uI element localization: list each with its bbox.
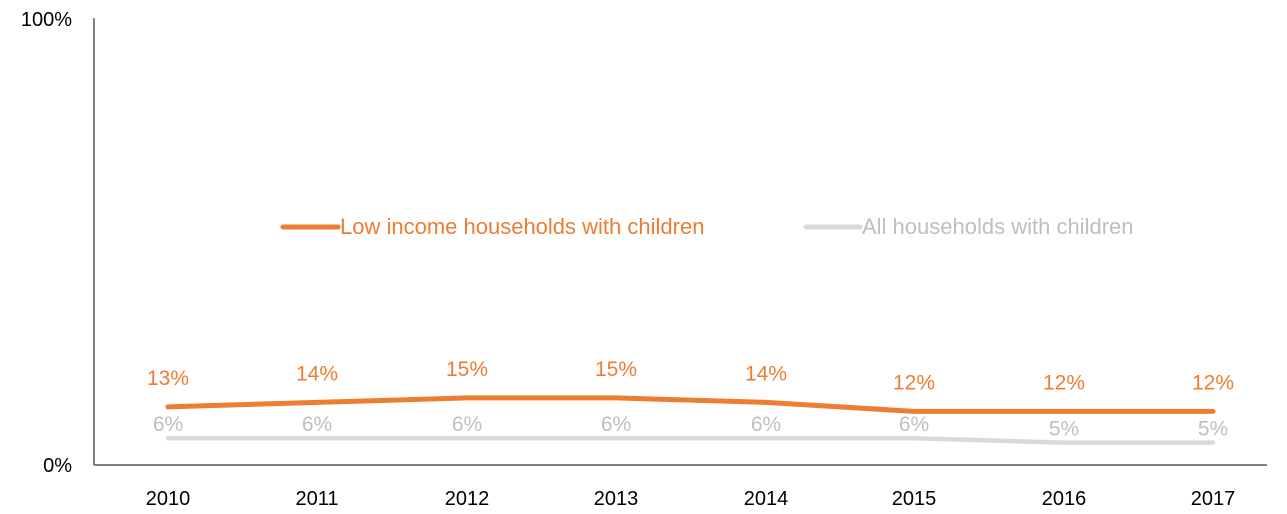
x-tick-label-2011: 2011 [295,488,338,510]
series-1-data-label-2017: 5% [1198,418,1228,441]
legend-label-low-income: Low income households with children [340,214,704,239]
series-0-data-label-2013: 15% [595,358,637,381]
series-1-data-label-2012: 6% [452,413,482,436]
data-labels: 13% 14% 15% 15% 14% 12% 12% 12% 6% 6% 6% 6% 6% 6% 5% 5% [147,358,1234,441]
x-tick-labels: 2010 2011 2012 2013 2014 2015 2016 2017 [146,488,1236,510]
y-axis: 100% 0% [21,9,95,477]
series-line-1 [165,435,1216,445]
series-0-data-label-2015: 12% [893,371,935,394]
legend-label-all-households: All households with children [862,214,1134,239]
legend: Low income households with children All … [280,214,1134,239]
series-lines [165,395,1216,445]
series-1-data-label-2015: 6% [899,413,929,436]
series-1-data-label-2010: 6% [153,413,183,436]
series-0-data-label-2014: 14% [745,362,787,385]
x-tick-label-2012: 2012 [445,488,490,510]
series-1-data-label-2011: 6% [302,413,332,436]
series-0-data-label-2017: 12% [1192,371,1234,394]
x-tick-label-2010: 2010 [146,488,191,510]
series-1-data-label-2014: 6% [751,413,781,436]
series-0-data-label-2016: 12% [1043,371,1085,394]
x-tick-label-2017: 2017 [1191,488,1236,510]
y-tick-label-max: 100% [21,9,72,31]
y-tick-label-min: 0% [43,455,72,477]
x-tick-label-2016: 2016 [1042,488,1087,510]
x-tick-label-2015: 2015 [892,488,937,510]
series-0-data-label-2011: 14% [296,362,338,385]
series-1-data-label-2013: 6% [601,413,631,436]
x-axis: 2010 2011 2012 2013 2014 2015 2016 2017 [94,464,1267,510]
series-0-data-label-2012: 15% [446,358,488,381]
series-1-data-label-2016: 5% [1049,418,1079,441]
x-tick-label-2014: 2014 [744,488,789,510]
x-tick-label-2013: 2013 [594,488,639,510]
series-0-data-label-2010: 13% [147,367,189,390]
series-line-0 [165,395,1216,414]
